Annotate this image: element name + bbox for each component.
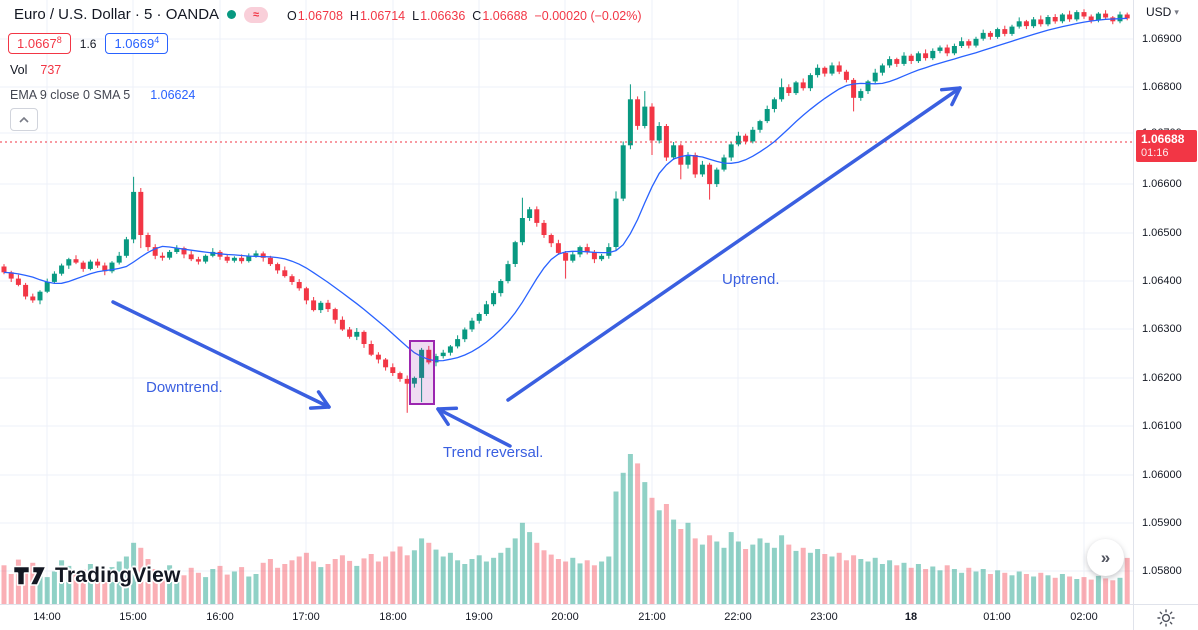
scroll-right-button[interactable]: » <box>1087 539 1124 576</box>
buy-ask-button[interactable]: 1.0669 4 <box>105 33 169 54</box>
bar-countdown: 01:16 <box>1141 147 1169 159</box>
volume-indicator-legend[interactable]: Vol 737 <box>10 63 61 77</box>
price-axis-label: 1.06400 <box>1142 275 1182 287</box>
price-axis-label: 1.06900 <box>1142 33 1182 45</box>
symbol-title[interactable]: Euro / U.S. Dollar · 5 · OANDA <box>14 6 220 23</box>
market-open-dot-icon <box>227 10 237 19</box>
ohlc-readout: O1.06708 H1.06714 L1.06636 C1.06688 −0.0… <box>287 9 642 23</box>
time-axis-label: 21:00 <box>638 611 666 623</box>
volume-series[interactable] <box>1 454 1130 604</box>
trend-reversal-annotation-label[interactable]: Trend reversal. <box>443 444 544 461</box>
ema-line[interactable] <box>3 17 1128 362</box>
price-axis-label: 1.05900 <box>1142 517 1182 529</box>
bid-price-pipette: 8 <box>56 35 62 45</box>
bid-ask-row: 1.0667 8 1.6 1.0669 4 <box>8 33 169 54</box>
time-axis-label: 20:00 <box>551 611 579 623</box>
watermark-text: TradingView <box>55 563 181 587</box>
price-axis-label: 1.06200 <box>1142 372 1182 384</box>
double-chevron-right-icon: » <box>1100 547 1111 567</box>
downtrend-arrow[interactable] <box>111 300 331 410</box>
time-axis[interactable]: 14:00 15:00 16:00 17:00 18:00 19:00 20:00 21:00… <box>0 604 1133 630</box>
close-label: C <box>472 9 482 23</box>
last-price-badge: 1.06688 01:16 <box>1136 130 1197 162</box>
high-label: H <box>349 9 359 23</box>
price-axis-label: 1.06800 <box>1142 81 1182 93</box>
trend-reversal-arrow[interactable] <box>436 406 512 448</box>
bid-price: 1.0667 <box>17 36 57 51</box>
price-axis-label: 1.05800 <box>1142 565 1182 577</box>
time-axis-label: 01:00 <box>983 611 1011 623</box>
volume-value: 737 <box>40 63 62 77</box>
chevron-down-icon: ▾ <box>1174 6 1179 17</box>
collapse-legend-button[interactable] <box>10 108 38 131</box>
time-axis-label: 23:00 <box>810 611 838 623</box>
tradingview-logo-icon <box>12 565 47 586</box>
chart-canvas[interactable] <box>0 0 1133 604</box>
price-axis-label: 1.06500 <box>1142 227 1182 239</box>
tradingview-watermark[interactable]: TradingView <box>12 562 181 589</box>
open-value: 1.06708 <box>297 9 343 23</box>
volume-label: Vol <box>10 63 28 77</box>
change-value: −0.00020 (−0.02%) <box>534 9 642 23</box>
ema-indicator-legend[interactable]: EMA 9 close 0 SMA 5 1.06624 <box>10 88 195 102</box>
uptrend-annotation-label[interactable]: Uptrend. <box>722 271 780 288</box>
last-price-value: 1.06688 <box>1141 132 1185 146</box>
time-axis-label: 18:00 <box>379 611 407 623</box>
time-axis-label: 02:00 <box>1070 611 1098 623</box>
ema-value: 1.06624 <box>150 88 196 102</box>
uptrend-arrow[interactable] <box>506 86 962 402</box>
low-value: 1.06636 <box>420 9 466 23</box>
price-axis-label: 1.06100 <box>1142 420 1182 432</box>
time-axis-label: 22:00 <box>724 611 752 623</box>
symbol-header: Euro / U.S. Dollar · 5 · OANDA ≈ <box>14 6 269 23</box>
downtrend-annotation-label[interactable]: Downtrend. <box>146 379 223 396</box>
axis-corner <box>1133 604 1198 630</box>
time-axis-label: 17:00 <box>292 611 320 623</box>
currency-label: USD <box>1146 5 1172 19</box>
approx-data-icon: ≈ <box>244 6 269 23</box>
high-value: 1.06714 <box>359 9 406 23</box>
trend-reversal-highlight-box[interactable] <box>409 340 435 405</box>
time-axis-label: 18 <box>904 611 918 623</box>
price-axis-label: 1.06000 <box>1142 469 1182 481</box>
open-label: O <box>287 9 297 23</box>
low-label: L <box>412 9 420 23</box>
price-axis-label: 1.06600 <box>1142 178 1182 190</box>
sun-theme-icon[interactable] <box>1157 608 1175 627</box>
sell-bid-button[interactable]: 1.0667 8 <box>8 33 71 54</box>
ask-price: 1.0669 <box>114 36 155 51</box>
time-axis-label: 16:00 <box>206 611 234 623</box>
grid <box>0 0 1133 604</box>
spread-value: 1.6 <box>79 36 97 51</box>
ask-price-pipette: 4 <box>154 35 160 45</box>
close-value: 1.06688 <box>482 9 528 23</box>
time-axis-label: 19:00 <box>465 611 493 623</box>
time-axis-label: 15:00 <box>119 611 147 623</box>
chevron-up-icon <box>19 116 29 123</box>
currency-selector[interactable]: USD ▾ <box>1146 5 1179 19</box>
price-axis[interactable]: USD ▾ 1.069001.068001.067001.066001.0650… <box>1133 0 1198 604</box>
ema-label: EMA 9 close 0 SMA 5 <box>10 88 131 102</box>
time-axis-label: 14:00 <box>33 611 61 623</box>
price-axis-label: 1.06300 <box>1142 323 1182 335</box>
candlestick-series[interactable] <box>1 9 1130 413</box>
